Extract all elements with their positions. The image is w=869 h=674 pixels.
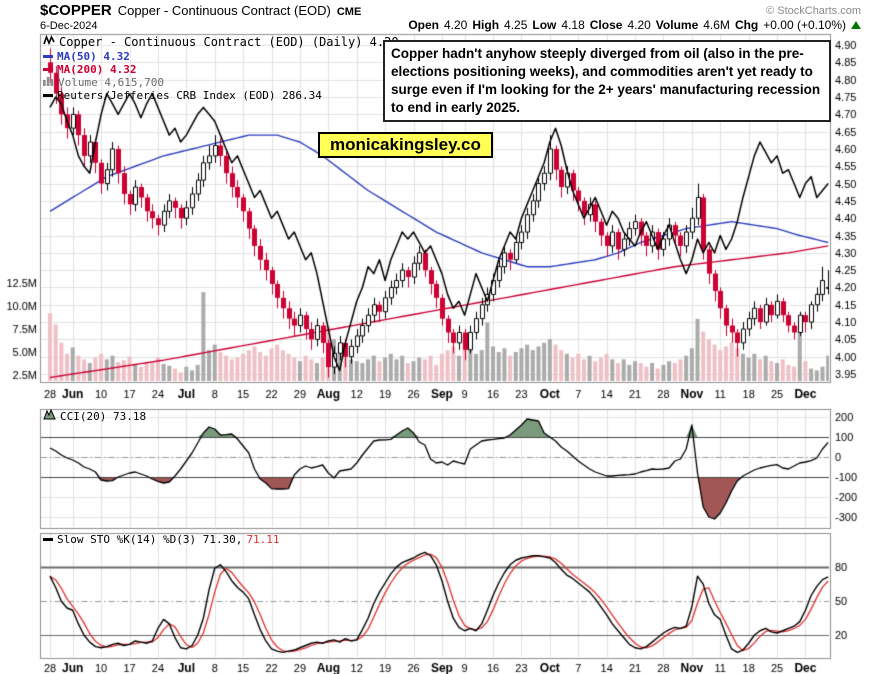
high-label: High <box>472 18 500 32</box>
chg-value: +0.00 (+0.10%) <box>763 18 846 32</box>
ma50-legend-label: MA(50) 4.32 <box>57 50 130 63</box>
ma200-legend: MA(200) 4.32 <box>43 63 136 76</box>
sto-legend-label-k: Slow STO %K(14) %D(3) 71.30, <box>57 533 243 546</box>
volume-value: 4.6M <box>703 18 730 32</box>
annotation-box: Copper hadn't anyhow steeply diverged fr… <box>383 40 831 122</box>
close-value: 4.20 <box>627 18 651 32</box>
ma50-legend: MA(50) 4.32 <box>43 50 130 63</box>
open-label: Open <box>408 18 439 32</box>
watermark-badge: monicakingsley.co <box>318 132 493 158</box>
main-legend: Copper - Continuous Contract (EOD) (Dail… <box>43 34 399 49</box>
exchange-label: CME <box>336 6 362 18</box>
volume-label: Volume <box>655 18 699 32</box>
main-legend-label: Copper - Continuous Contract (EOD) (Dail… <box>59 35 399 49</box>
quote-summary: Open 4.20 High 4.25 Low 4.18 Close 4.20 … <box>408 18 861 32</box>
crb-legend: Reuters/Jefferies CRB Index (EOD) 286.34 <box>43 89 322 102</box>
ma50-line-icon <box>43 55 53 58</box>
low-value: 4.18 <box>561 18 585 32</box>
cci-legend-label: CCI(20) 73.18 <box>60 409 147 423</box>
volume-legend: Volume 4,615,700 <box>43 76 164 89</box>
sto-legend: Slow STO %K(14) %D(3) 71.30, 71.11 <box>43 533 280 546</box>
instrument-description: Copper - Continuous Contract (EOD) <box>117 3 331 18</box>
high-value: 4.25 <box>504 18 528 32</box>
header: $COPPER Copper - Continuous Contract (EO… <box>40 2 361 19</box>
ma200-line-icon <box>43 68 53 71</box>
ticker-symbol: $COPPER <box>40 2 112 19</box>
cci-area-icon <box>43 408 56 423</box>
crb-legend-label: Reuters/Jefferies CRB Index (EOD) 286.34 <box>57 89 322 102</box>
chart-date: 6-Dec-2024 <box>40 20 98 32</box>
ma200-legend-label: MA(200) 4.32 <box>57 63 137 76</box>
chg-label: Chg <box>734 18 759 32</box>
sto-legend-label-d: 71.11 <box>246 533 280 546</box>
crb-line-icon <box>43 94 53 97</box>
volume-bars-icon <box>43 76 54 89</box>
sto-line-icon <box>43 538 53 541</box>
copyright-note: © StockCharts.com <box>766 5 861 17</box>
volume-legend-label: Volume 4,615,700 <box>58 76 164 89</box>
up-triangle-icon <box>851 21 861 29</box>
open-value: 4.20 <box>444 18 468 32</box>
chart-logo-icon <box>43 34 55 49</box>
low-label: Low <box>532 18 557 32</box>
cci-legend: CCI(20) 73.18 <box>43 408 147 423</box>
close-label: Close <box>589 18 623 32</box>
